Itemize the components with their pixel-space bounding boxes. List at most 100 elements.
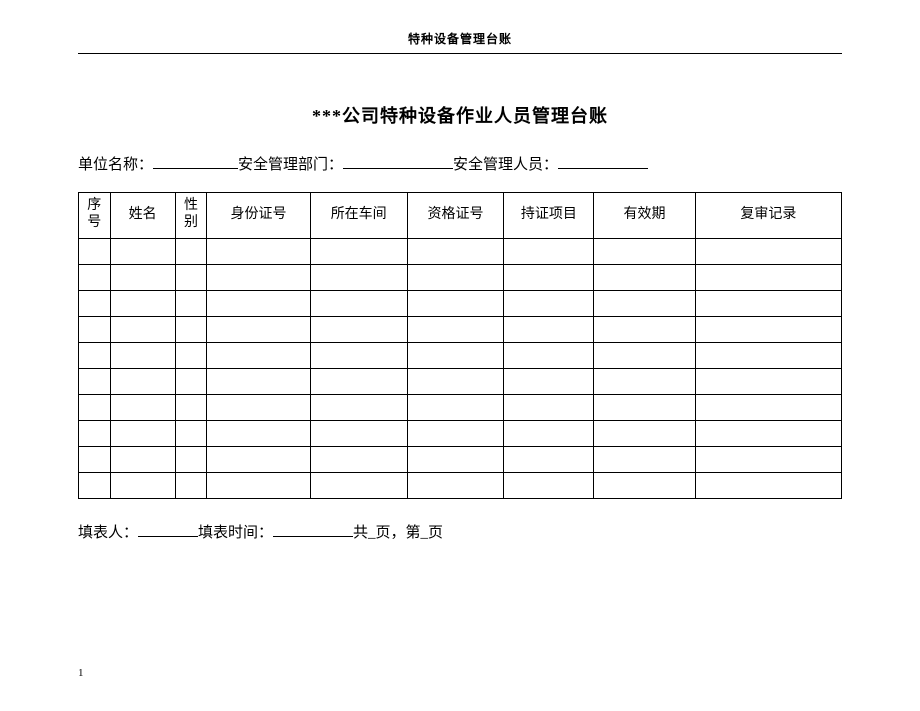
table-row xyxy=(79,238,842,264)
table-cell xyxy=(79,238,111,264)
table-cell xyxy=(310,420,407,446)
table-cell xyxy=(504,342,594,368)
table-row xyxy=(79,446,842,472)
table-cell xyxy=(310,472,407,498)
table-cell xyxy=(175,420,207,446)
table-cell xyxy=(79,446,111,472)
page-title: ***公司特种设备作业人员管理台账 xyxy=(78,102,842,128)
table-cell xyxy=(310,394,407,420)
table-cell xyxy=(110,394,175,420)
table-cell xyxy=(310,264,407,290)
col-header-name: 姓名 xyxy=(110,192,175,238)
table-cell xyxy=(175,394,207,420)
table-cell xyxy=(695,420,841,446)
info-line: 单位名称： 安全管理部门： 安全管理人员： xyxy=(78,152,842,174)
table-row xyxy=(79,342,842,368)
table-cell xyxy=(407,290,504,316)
table-cell xyxy=(407,264,504,290)
col-header-valid: 有效期 xyxy=(594,192,695,238)
table-cell xyxy=(310,290,407,316)
table-cell xyxy=(110,238,175,264)
person-label: 安全管理人员： xyxy=(453,153,558,174)
table-cell xyxy=(695,472,841,498)
table-cell xyxy=(695,446,841,472)
person-blank xyxy=(558,152,648,169)
document-page: 特种设备管理台账 ***公司特种设备作业人员管理台账 单位名称： 安全管理部门：… xyxy=(0,0,920,711)
table-cell xyxy=(207,368,311,394)
table-cell xyxy=(79,420,111,446)
table-cell xyxy=(175,472,207,498)
table-cell xyxy=(79,290,111,316)
table-cell xyxy=(310,238,407,264)
table-header-row: 序 号 姓名 性 别 身份证号 所在车间 资格证号 持证项目 有效期 复审记录 xyxy=(79,192,842,238)
table-cell xyxy=(110,316,175,342)
table-cell xyxy=(310,342,407,368)
page-text: 共_页，第_页 xyxy=(353,521,443,542)
table-cell xyxy=(207,290,311,316)
table-cell xyxy=(695,290,841,316)
table-row xyxy=(79,290,842,316)
table-cell xyxy=(407,446,504,472)
table-row xyxy=(79,472,842,498)
table-cell xyxy=(407,368,504,394)
table-cell xyxy=(175,342,207,368)
dept-label: 安全管理部门： xyxy=(238,153,343,174)
table-cell xyxy=(175,290,207,316)
table-cell xyxy=(594,290,695,316)
table-cell xyxy=(594,368,695,394)
table-cell xyxy=(504,290,594,316)
col-header-seq: 序 号 xyxy=(79,192,111,238)
col-header-cert: 资格证号 xyxy=(407,192,504,238)
table-cell xyxy=(407,238,504,264)
table-cell xyxy=(504,472,594,498)
footer-line: 填表人： 填表时间： 共_页，第_页 xyxy=(78,521,842,543)
table-cell xyxy=(504,446,594,472)
table-cell xyxy=(310,446,407,472)
table-cell xyxy=(207,420,311,446)
table-cell xyxy=(695,368,841,394)
unit-label: 单位名称： xyxy=(78,153,153,174)
table-cell xyxy=(207,316,311,342)
dept-blank xyxy=(343,152,453,169)
table-body xyxy=(79,238,842,498)
table-cell xyxy=(504,264,594,290)
table-cell xyxy=(207,238,311,264)
col-header-sex: 性 别 xyxy=(175,192,207,238)
page-number: 1 xyxy=(78,667,84,679)
table-cell xyxy=(504,420,594,446)
filler-blank xyxy=(138,521,198,538)
table-cell xyxy=(207,472,311,498)
table-row xyxy=(79,420,842,446)
table-cell xyxy=(79,368,111,394)
table-cell xyxy=(207,264,311,290)
table-cell xyxy=(407,394,504,420)
table-cell xyxy=(695,238,841,264)
table-cell xyxy=(407,342,504,368)
unit-blank xyxy=(153,152,238,169)
document-header: 特种设备管理台账 xyxy=(78,30,842,54)
table-cell xyxy=(207,446,311,472)
table-cell xyxy=(310,316,407,342)
table-cell xyxy=(110,290,175,316)
table-cell xyxy=(594,394,695,420)
table-cell xyxy=(695,316,841,342)
table-cell xyxy=(504,394,594,420)
table-cell xyxy=(175,446,207,472)
table-cell xyxy=(207,342,311,368)
table-cell xyxy=(695,342,841,368)
table-cell xyxy=(110,264,175,290)
table-cell xyxy=(175,264,207,290)
table-cell xyxy=(594,446,695,472)
table-cell xyxy=(594,316,695,342)
col-header-idno: 身份证号 xyxy=(207,192,311,238)
table-cell xyxy=(79,316,111,342)
col-header-project: 持证项目 xyxy=(504,192,594,238)
table-cell xyxy=(110,420,175,446)
table-cell xyxy=(175,238,207,264)
col-header-workshop: 所在车间 xyxy=(310,192,407,238)
table-cell xyxy=(695,264,841,290)
table-cell xyxy=(594,342,695,368)
table-cell xyxy=(594,472,695,498)
table-cell xyxy=(79,342,111,368)
table-cell xyxy=(504,238,594,264)
